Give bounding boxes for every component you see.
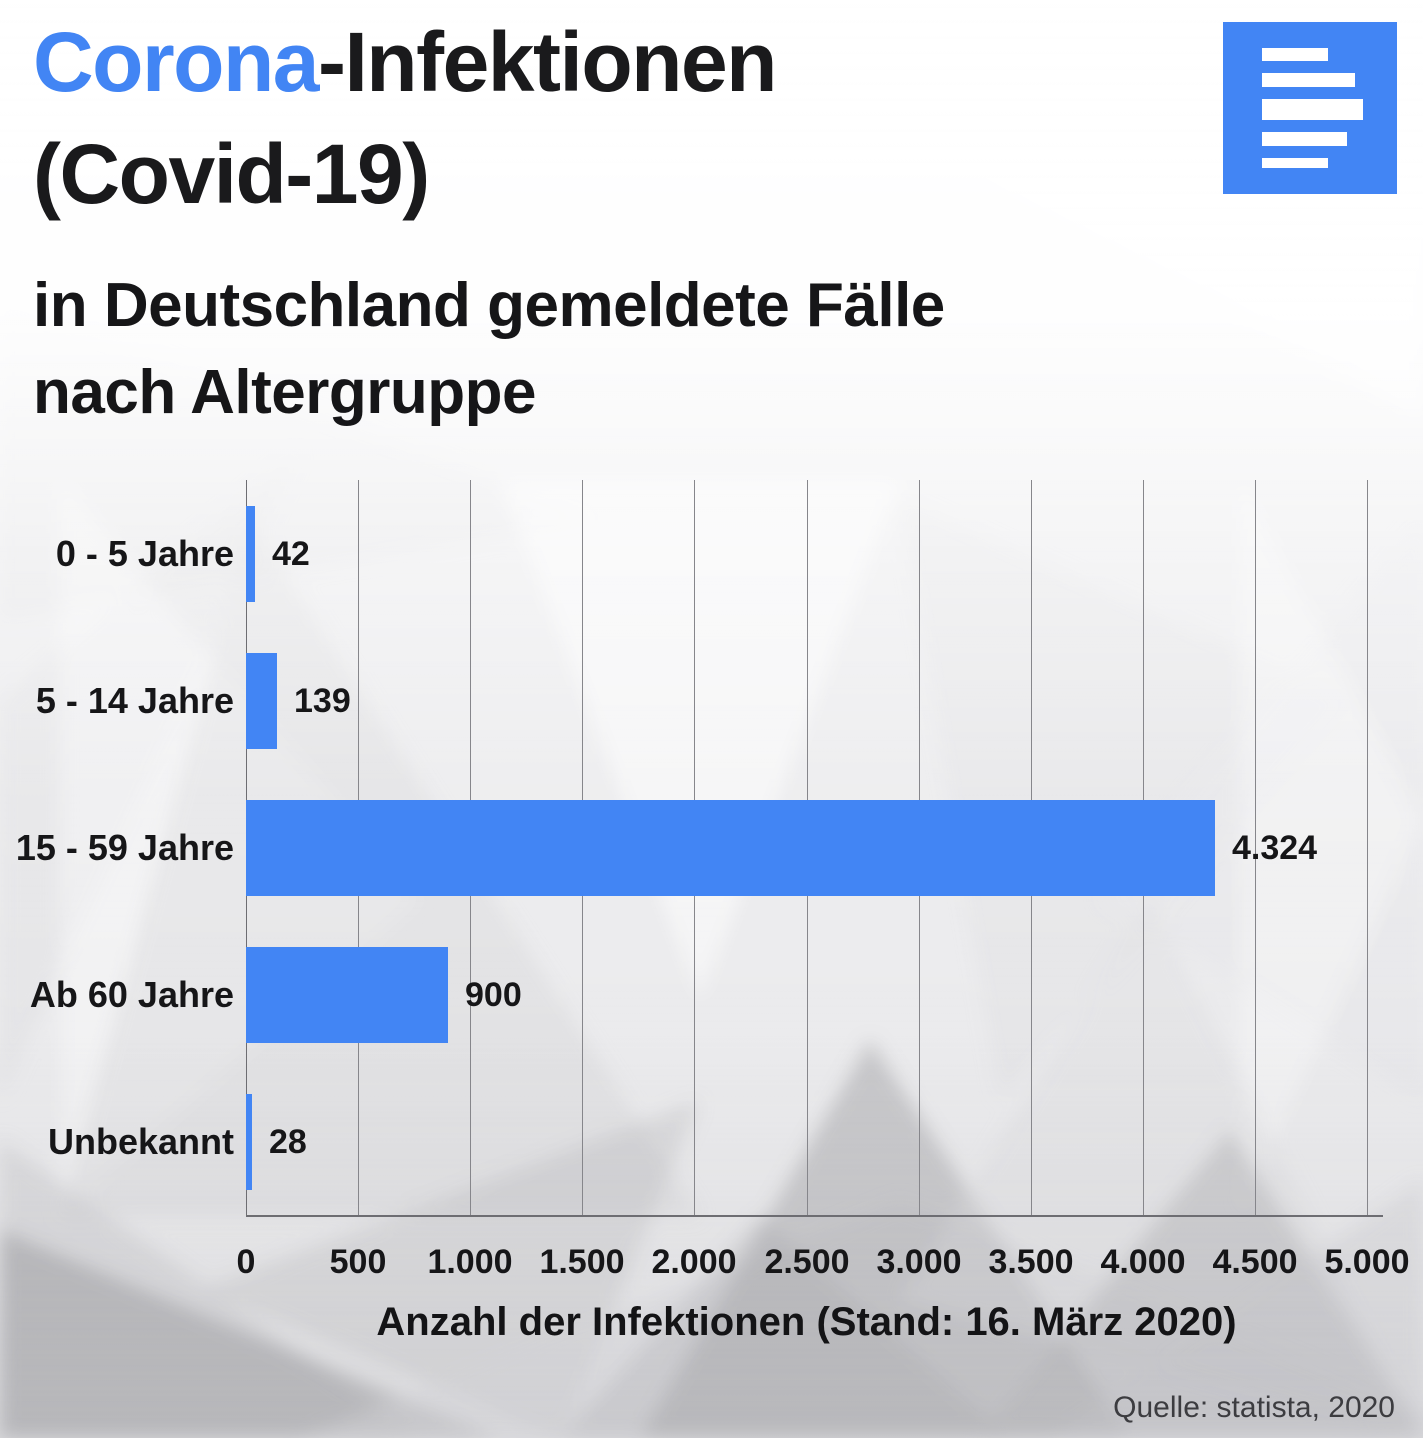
bar-value-label: 4.324 (1232, 829, 1318, 867)
x-tick-label: 0 (236, 1243, 256, 1281)
title-line1: Corona-Infektionen (33, 6, 1193, 118)
bar-value-label: 42 (272, 535, 310, 573)
x-tick-label: 3.500 (988, 1243, 1074, 1281)
x-tick-label: 4.500 (1212, 1243, 1298, 1281)
title-accent: Corona (33, 15, 320, 109)
subtitle-line2: nach Altergruppe (33, 358, 537, 427)
subtitle-line1: in Deutschland gemeldete Fälle (33, 271, 945, 340)
category-label: 15 - 59 Jahre (15, 827, 234, 868)
logo-bar (1262, 132, 1347, 146)
title-line2: (Covid-19) (33, 127, 430, 221)
x-gridline (1367, 480, 1368, 1216)
title-rest: -Infektionen (318, 15, 778, 109)
bar (246, 506, 255, 602)
x-tick-label: 2.500 (764, 1243, 850, 1281)
x-tick-label: 1.000 (427, 1243, 513, 1281)
logo-bar (1262, 158, 1328, 168)
x-axis-title: Anzahl der Infektionen (Stand: 16. März … (376, 1300, 1237, 1344)
plot-area: 42 139 4.324 900 28 (246, 480, 1368, 1216)
statista-chart-logo-icon (1223, 22, 1397, 194)
page-subtitle: in Deutschland gemeldete Fälle nach Alte… (33, 262, 1193, 436)
x-tick-label: 500 (329, 1243, 387, 1281)
category-label: Unbekannt (47, 1121, 234, 1162)
bar-value-label: 900 (465, 976, 522, 1014)
logo-bar (1262, 73, 1355, 87)
bar (246, 653, 277, 749)
logo-bar (1262, 48, 1328, 61)
x-tick-label: 4.000 (1100, 1243, 1186, 1281)
x-tick-label: 2.000 (651, 1243, 737, 1281)
category-label: 5 - 14 Jahre (35, 680, 234, 721)
bar-value-label: 28 (269, 1123, 307, 1161)
category-label: Ab 60 Jahre (29, 974, 234, 1015)
x-tick-label: 3.000 (876, 1243, 962, 1281)
bar (246, 800, 1215, 896)
x-tick-label: 1.500 (539, 1243, 625, 1281)
logo-bar (1262, 99, 1363, 120)
bar (246, 1094, 252, 1190)
source-credit: Quelle: statista, 2020 (1113, 1391, 1395, 1424)
x-axis-line (246, 1215, 1383, 1217)
page-title: Corona-Infektionen (Covid-19) (33, 6, 1193, 230)
x-tick-labels: 0 500 1.000 1.500 2.000 2.500 3.000 3.500 4.000 4… (0, 1240, 1423, 1290)
bar (246, 947, 448, 1043)
category-labels: 0 - 5 Jahre 5 - 14 Jahre 15 - 59 Jahre Ab 6… (0, 480, 234, 1216)
x-tick-label: 5.000 (1324, 1243, 1410, 1281)
x-gridline (1255, 480, 1256, 1216)
header: Corona-Infektionen (Covid-19) in Deutsch… (33, 6, 1193, 436)
bar-value-label: 139 (294, 682, 351, 720)
category-label: 0 - 5 Jahre (55, 533, 234, 574)
